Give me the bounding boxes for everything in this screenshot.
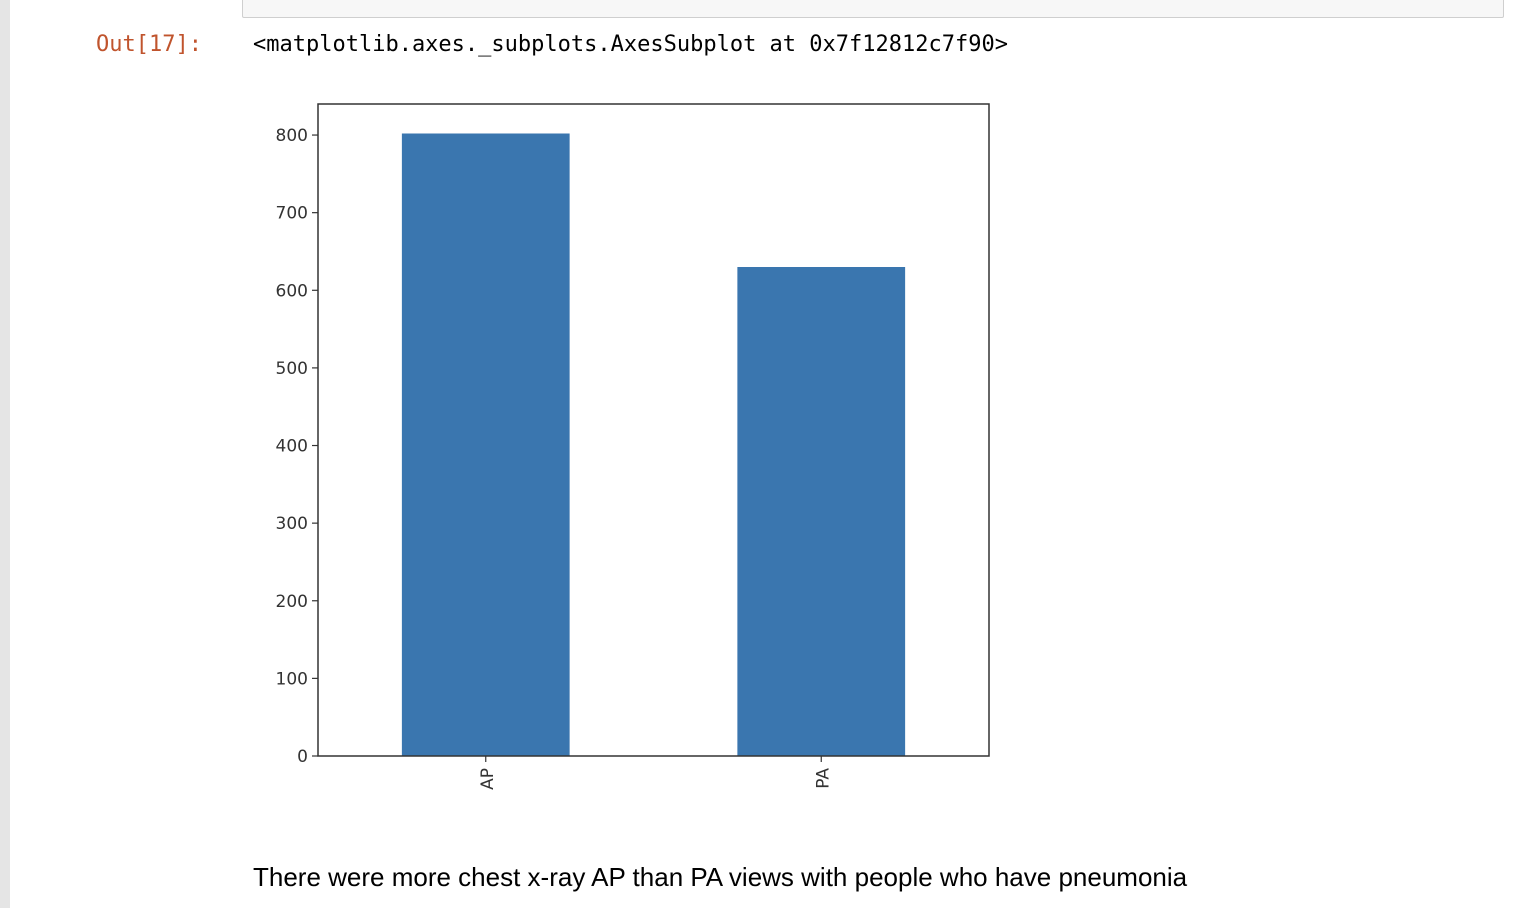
y-tick-label-600: 600 [276,281,308,301]
y-tick-label-100: 100 [276,669,308,689]
y-tick-label-200: 200 [276,592,308,612]
x-tick-label-ap: AP [478,768,498,790]
markdown-paragraph: There were more chest x-ray AP than PA v… [253,862,1188,892]
bar-ap [401,133,570,756]
y-tick-label-700: 700 [276,204,308,224]
y-tick-label-400: 400 [276,437,308,457]
y-tick-label-0: 0 [297,747,308,767]
x-tick-label-pa: PA [813,768,833,789]
y-tick-label-800: 800 [276,126,308,146]
axes-frame [317,103,990,757]
bar-pa [737,267,906,756]
output-prompt: Out[17]: [96,32,202,57]
previous-cell-box[interactable] [242,0,1504,18]
notebook-left-gutter [0,0,10,908]
y-tick-label-300: 300 [276,514,308,534]
output-repr-text: <matplotlib.axes._subplots.AxesSubplot a… [253,32,1008,57]
y-tick-label-500: 500 [276,359,308,379]
